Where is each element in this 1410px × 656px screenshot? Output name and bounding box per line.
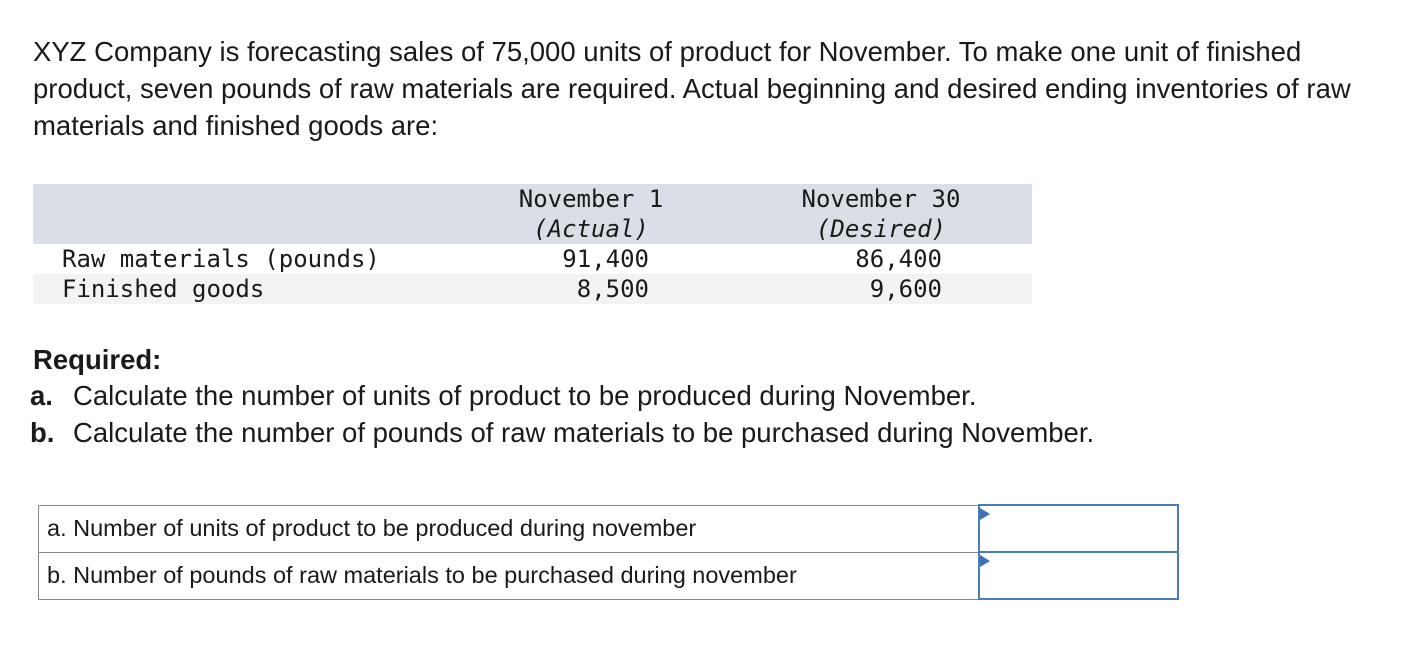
answer-label-a: a. Number of units of product to be prod… (37, 504, 980, 553)
table-row: b. Number of pounds of raw materials to … (37, 551, 1180, 600)
row-value-november-30: 86,400 (855, 245, 942, 273)
answer-cell-b (977, 551, 1180, 600)
header-november-1-subtitle: (Actual) (533, 215, 649, 243)
answer-input-a[interactable] (979, 506, 1177, 551)
inventory-table-header: November 1 (Actual) November 30 (Desired… (33, 184, 1032, 244)
problem-intro: XYZ Company is forecasting sales of 75,0… (33, 36, 1351, 141)
answer-label-b: b. Number of pounds of raw materials to … (37, 551, 980, 600)
answer-cell-a (977, 504, 1180, 553)
row-value-november-1: 8,500 (576, 275, 649, 303)
list-item: a. Calculate the number of units of produ… (30, 378, 1094, 415)
item-text: Calculate the number of pounds of raw ma… (73, 416, 1095, 448)
input-marker-icon (979, 555, 990, 567)
row-label: Finished goods (62, 275, 265, 303)
item-marker: b. (30, 416, 55, 448)
item-marker: a. (30, 380, 53, 411)
header-november-30-subtitle: (Desired) (815, 215, 947, 243)
list-item: b. Calculate the number of pounds of raw … (30, 415, 1094, 452)
answer-input-b[interactable] (979, 553, 1177, 598)
required-heading: Required: (33, 344, 162, 375)
row-value-november-30: 9,600 (869, 275, 942, 303)
row-label: Raw materials (pounds) (62, 245, 380, 273)
required-list: a. Calculate the number of units of produ… (30, 378, 1094, 451)
table-row: a. Number of units of product to be prod… (37, 504, 1180, 553)
header-november-30: November 30 (Desired) (775, 184, 987, 244)
header-november-1: November 1 (Actual) (493, 184, 689, 244)
table-row-raw-materials: Raw materials (pounds) 91,400 86,400 (33, 244, 1032, 274)
inventory-table: November 1 (Actual) November 30 (Desired… (33, 184, 1032, 304)
input-marker-icon (979, 508, 990, 520)
table-row-finished-goods: Finished goods 8,500 9,600 (33, 274, 1032, 304)
answer-table: a. Number of units of product to be prod… (37, 504, 1180, 600)
row-value-november-1: 91,400 (562, 245, 649, 273)
header-november-30-title: November 30 (801, 185, 961, 213)
item-text: Calculate the number of units of product… (73, 380, 977, 411)
header-november-1-title: November 1 (518, 185, 664, 213)
